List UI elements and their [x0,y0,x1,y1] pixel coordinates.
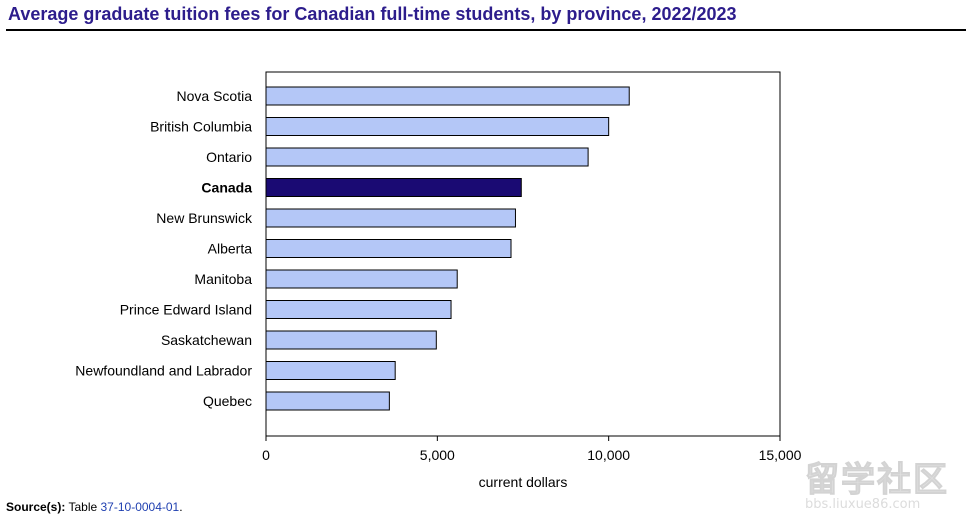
plot-frame [265,71,781,437]
bar-prince-edward-island [265,300,452,319]
bar-manitoba [265,269,458,289]
bar-chart: Nova Scotia British Columbia Ontario Canada… [75,71,802,490]
source-label: Source(s): [6,500,66,514]
source-link[interactable]: 37-10-0004-01 [100,500,180,514]
x-tick-label: 15,000 [759,447,802,463]
category-label-saskatchewan: Saskatchewan [161,332,252,348]
category-label-prince-edward-island: Prince Edward Island [120,302,252,318]
x-axis-label: current dollars [479,474,568,490]
source-note: Source(s): Table 37-10-0004-01. [6,500,183,514]
bar-nova-scotia [265,86,630,106]
category-label-nova-scotia: Nova Scotia [177,88,253,104]
category-label-canada: Canada [201,180,252,196]
bar-saskatchewan [265,330,437,350]
category-label-newfoundland-and-labrador: Newfoundland and Labrador [75,363,252,379]
x-tick-label: 0 [262,447,270,463]
title-divider [6,29,966,31]
x-tick-label: 5,000 [420,447,455,463]
watermark-text: 留学社区 [805,460,949,501]
bar-quebec [265,391,390,411]
x-axis-ticks: 0 5,000 10,000 15,000 [262,436,802,463]
x-tick-label: 10,000 [587,447,630,463]
source-suffix: . [179,500,183,514]
category-labels: Nova Scotia British Columbia Ontario Canada… [75,88,253,409]
source-text: Table [68,500,98,514]
bar-canada [265,178,522,197]
bar-british-columbia [265,117,610,136]
category-label-british-columbia: British Columbia [150,119,252,135]
bar-alberta [265,239,512,258]
watermark-url: bbs.liuxue86.com [805,497,921,512]
category-label-alberta: Alberta [208,241,253,257]
bar-ontario [265,147,589,167]
category-label-ontario: Ontario [206,149,252,165]
watermark-logo: 留学社区 bbs.liuxue86.com [805,452,965,513]
category-label-quebec: Quebec [203,393,252,409]
category-label-new-brunswick: New Brunswick [156,210,253,226]
bar-newfoundland-and-labrador [265,361,396,380]
bar-new-brunswick [265,208,516,228]
bars-layer [265,86,630,411]
chart-title: Average graduate tuition fees for Canadi… [8,4,737,24]
category-label-manitoba: Manitoba [194,271,252,287]
